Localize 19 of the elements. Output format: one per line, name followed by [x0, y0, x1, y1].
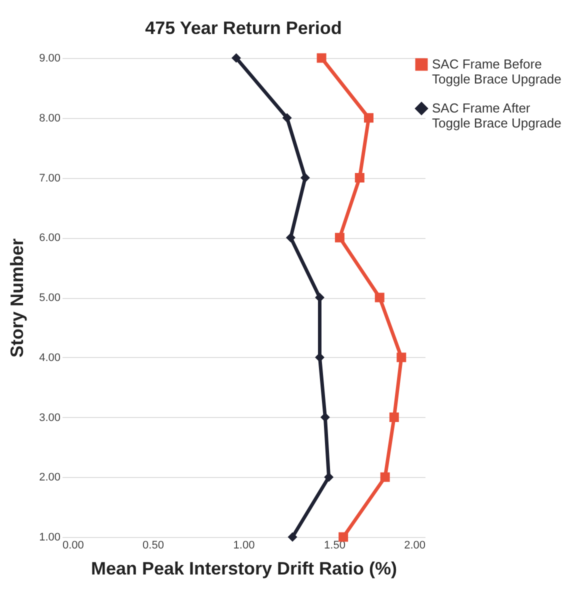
- legend-label: SAC Frame Before Toggle Brace Upgrade: [432, 56, 562, 86]
- x-tick-label: 0.50: [142, 540, 164, 552]
- y-tick-label: 2.00: [39, 472, 60, 484]
- chart-title: 475 Year Return Period: [145, 18, 342, 38]
- x-axis-title: Mean Peak Interstory Drift Ratio (%): [90, 558, 398, 578]
- y-tick-label: 4.00: [39, 352, 60, 364]
- x-tick-label: 0.00: [62, 540, 84, 552]
- y-axis-title: Story Number: [7, 238, 28, 358]
- x-tick-label: 1.50: [324, 540, 346, 552]
- y-tick-label: 5.00: [39, 292, 60, 304]
- y-tick-label: 3.00: [39, 412, 60, 424]
- x-tick-label: 1.00: [233, 540, 255, 552]
- x-tick-label: 2.00: [404, 540, 426, 552]
- y-tick-label: 9.00: [39, 52, 60, 64]
- y-tick-label: 6.00: [39, 232, 60, 244]
- y-tick-label: 1.00: [39, 532, 60, 544]
- y-tick-label: 7.00: [39, 172, 60, 184]
- legend-label: SAC Frame After Toggle Brace Upgrade: [432, 100, 562, 130]
- y-tick-label: 8.00: [39, 112, 60, 124]
